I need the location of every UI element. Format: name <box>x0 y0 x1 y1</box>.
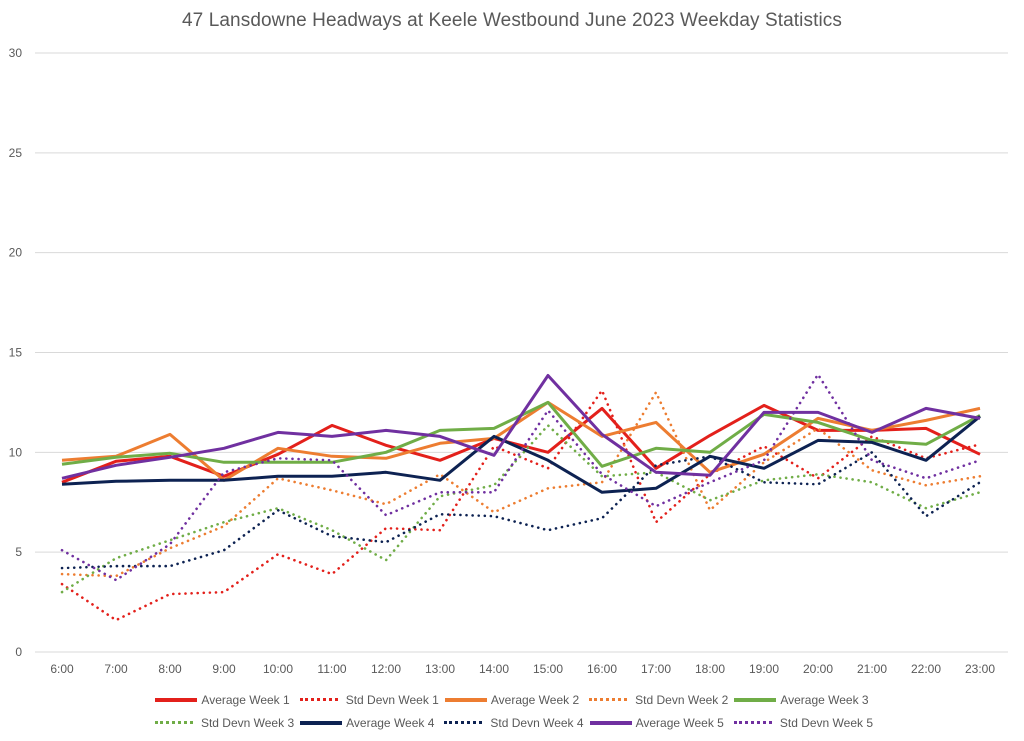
legend-label: Average Week 3 <box>780 692 869 707</box>
legend-item: Std Devn Week 3 <box>151 716 294 730</box>
y-tick-label: 30 <box>9 46 23 60</box>
legend-label: Std Devn Week 4 <box>490 715 584 730</box>
legend-dotted-line-icon <box>733 721 772 724</box>
legend-label: Std Devn Week 5 <box>779 715 874 730</box>
x-tick-label: 12:00 <box>371 662 401 676</box>
series-line-average-week-2 <box>61 400 981 482</box>
y-tick-label: 20 <box>9 246 23 260</box>
x-tick-label: 6:00 <box>50 662 74 676</box>
x-tick-label: 16:00 <box>587 662 617 676</box>
series-line-std-devn-week-5 <box>60 373 982 582</box>
legend: Average Week 1 Std Devn Week 1 Average Wee… <box>0 688 1024 734</box>
legend-solid-line-icon <box>589 720 632 725</box>
series-line-std-devn-week-1 <box>60 389 982 622</box>
legend-label: Average Week 1 <box>201 692 290 707</box>
x-tick-label: 20:00 <box>803 662 833 676</box>
x-tick-label: 9:00 <box>212 662 236 676</box>
x-tick-label: 23:00 <box>965 662 995 676</box>
legend-row: Average Week 1 Std Devn Week 1 Average Wee… <box>0 688 1024 711</box>
x-tick-label: 21:00 <box>857 662 887 676</box>
series-line-std-devn-week-3 <box>60 424 982 594</box>
x-tick-label: 22:00 <box>911 662 941 676</box>
x-tick-label: 19:00 <box>749 662 779 676</box>
legend-item: Std Devn Week 5 <box>730 716 873 730</box>
legend-solid-line-icon <box>300 720 343 725</box>
legend-item: Average Week 2 <box>444 692 580 707</box>
legend-item: Std Devn Week 1 <box>296 693 439 707</box>
legend-dotted-line-icon <box>299 698 338 701</box>
legend-dotted-line-icon <box>589 698 628 701</box>
legend-label: Average Week 2 <box>490 692 580 707</box>
legend-item: Average Week 1 <box>155 692 290 707</box>
series-line-average-week-4 <box>61 415 981 494</box>
legend-label: Std Devn Week 2 <box>635 692 729 707</box>
series-lines <box>60 373 982 622</box>
legend-item: Average Week 4 <box>300 716 434 730</box>
series-line-average-week-5 <box>61 374 981 480</box>
legend-label: Std Devn Week 1 <box>345 692 439 707</box>
legend-item: Std Devn Week 2 <box>585 693 728 707</box>
y-tick-label: 5 <box>15 545 22 559</box>
legend-dotted-line-icon <box>154 721 193 724</box>
y-axis-ticks: 0 5 10 15 20 25 30 <box>9 46 23 659</box>
legend-row: Std Devn Week 3 Average Week 4 Std Devn We… <box>0 711 1024 734</box>
x-tick-label: 14:00 <box>479 662 509 676</box>
legend-label: Average Week 4 <box>346 715 435 730</box>
gridlines <box>35 52 1008 653</box>
legend-item: Std Devn Week 4 <box>440 715 584 730</box>
legend-dotted-line-icon <box>444 721 483 724</box>
x-tick-label: 15:00 <box>533 662 563 676</box>
legend-solid-line-icon <box>734 697 777 702</box>
legend-item: Average Week 3 <box>734 692 869 707</box>
legend-solid-line-icon <box>444 697 487 702</box>
y-tick-label: 10 <box>9 445 23 459</box>
y-tick-label: 25 <box>9 146 23 160</box>
x-tick-label: 7:00 <box>104 662 128 676</box>
y-tick-label: 15 <box>9 346 23 360</box>
legend-solid-line-icon <box>155 697 198 702</box>
legend-label: Std Devn Week 3 <box>200 715 295 730</box>
x-tick-label: 18:00 <box>695 662 725 676</box>
series-line-std-devn-week-4 <box>60 450 982 570</box>
x-tick-label: 10:00 <box>263 662 293 676</box>
chart-title: 47 Lansdowne Headways at Keele Westbound… <box>182 10 842 31</box>
x-tick-label: 17:00 <box>641 662 671 676</box>
legend-item: Average Week 5 <box>589 715 724 730</box>
x-tick-label: 11:00 <box>317 662 346 676</box>
x-axis-ticks: 6:00 7:00 8:00 9:00 10:00 11:00 12:00 13:00 14:0… <box>50 662 995 676</box>
x-tick-label: 8:00 <box>158 662 182 676</box>
series-line-std-devn-week-2 <box>60 391 982 578</box>
plot-area: 0 5 10 15 20 25 30 6:00 7:00 8:00 9:00 10:00 11:00 1… <box>9 46 1008 676</box>
y-tick-label: 0 <box>15 645 22 659</box>
legend-label: Average Week 5 <box>635 715 724 730</box>
x-tick-label: 13:00 <box>425 662 455 676</box>
